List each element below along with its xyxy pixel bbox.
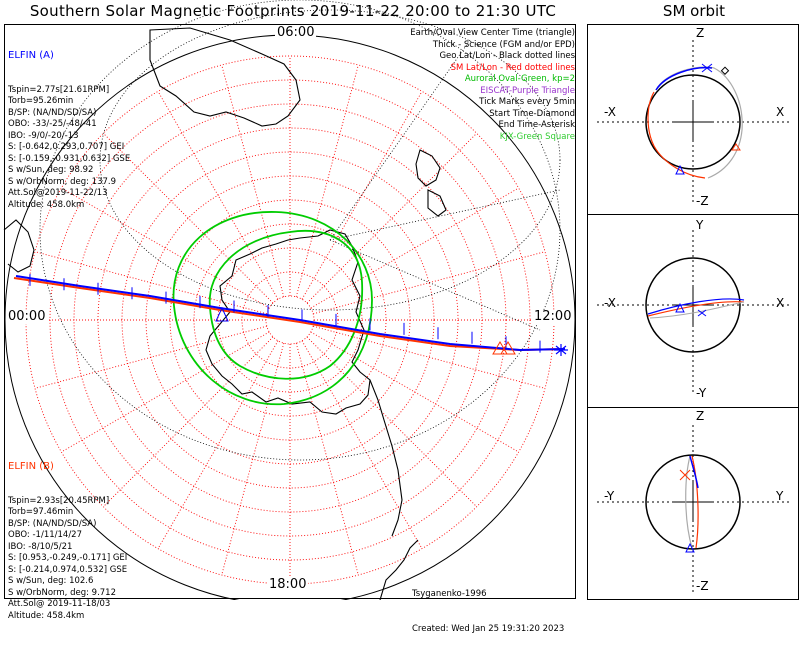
footer: Tsyganenko-1996 Created: Wed Jan 25 19:3… (412, 566, 564, 658)
sm2-bottom-label: -Y (696, 386, 707, 400)
probe-a-info-line: Altitude: 458.0km (8, 199, 85, 210)
mlt-label-left: 00:00 (6, 309, 48, 324)
probe-b-info-line: S w/Sun, deg: 102.6 (8, 576, 94, 586)
legend-entry: Earth/Oval View Center Time (triangle) (410, 28, 575, 38)
probe-b-info-line: S: [-0.214,0.974,0.532] GSE (8, 564, 128, 575)
probe-b-info-line: Torb=97.46min (8, 507, 74, 517)
probe-b-info-line: Tspin=2.93s[20.45RPM] (8, 495, 110, 506)
probe-a-info-line: Tspin=2.77s[21.61RPM] (8, 84, 110, 95)
mlt-label-top: 06:00 (275, 25, 317, 40)
sm3-bottom-label: -Z (696, 579, 709, 593)
sm1-bottom-label: -Z (696, 194, 709, 208)
probe-a-info-line: S w/OrbNorm, deg: 137.9 (8, 176, 117, 187)
probe-a-info-line: S: [-0.159,-0.931,0.632] GSE (8, 153, 131, 164)
probe-a-info-line: B/SP: (NA/ND/SD/SA) (8, 107, 97, 118)
probe-b-info-line: Altitude: 458.4km (8, 610, 85, 621)
legend-entry: EISCAT-Purple Triangle (480, 85, 575, 96)
model-label: Tsyganenko-1996 (412, 589, 487, 599)
created-label: Created: Wed Jan 25 19:31:20 2023 (412, 623, 565, 634)
page-title: Southern Solar Magnetic Footprints 2019-… (29, 2, 557, 20)
legend-entry: Tick Marks every 5min (479, 97, 575, 107)
probe-a-lines: Tspin=2.77s[21.61RPM] Torb=95.26min B/SP: … (8, 85, 130, 212)
sm2-top-label: Y (696, 218, 704, 232)
sm3-right-label: Y (776, 489, 784, 503)
elfin-b-start-triangle-2 (492, 341, 508, 355)
sm-panel-xy (597, 230, 790, 392)
geo-grid (39, 0, 561, 461)
sm-longitude-lines (26, 56, 554, 584)
sm-longitude-line (157, 340, 279, 549)
probe-b-info-line: OBO: -1/11/14/27 (8, 530, 82, 540)
sm1-left-label: -X (604, 105, 616, 119)
sm-longitude-line (103, 336, 274, 507)
sm-longitude-line (313, 325, 546, 389)
sm-longitude-line (301, 340, 423, 549)
legend-entry: Start Time-Diamond (489, 108, 575, 119)
map-frame (4, 24, 576, 599)
sm1-top-label: Z (696, 26, 705, 40)
sm-longitude-line (61, 187, 270, 309)
mlt-label-bottom: 18:00 (267, 577, 309, 592)
elfin-b-start-triangle (500, 341, 516, 355)
probe-a-info-line: OBO: -33/-25/-48/-41 (8, 119, 97, 129)
sm-longitude-line (301, 91, 423, 300)
legend-entry: Auroral Oval-Green, kp=2 (464, 74, 575, 84)
probe-a-name: ELFIN (A) (8, 50, 54, 61)
probe-a-info: ELFIN (A) Tspin=2.77s[21.61RPM] Torb=95.2… (8, 27, 130, 234)
sm-longitude-line (157, 91, 279, 300)
sm-longitude-line (313, 251, 546, 315)
probe-a-info-line: IBO: -9/0/-20/-13 (8, 130, 79, 141)
probe-a-info-line: Att.Sol@2019-11-22/13 (8, 188, 108, 198)
sm-panel-yz (597, 425, 790, 592)
sm1-right-label: X (776, 105, 785, 119)
antarctica-coastline (205, 229, 371, 415)
probe-a-info-line: S: [-0.642,0.293,0.707] GEI (8, 142, 125, 152)
south-america-coastline (379, 539, 419, 600)
sm-longitude-line (34, 251, 267, 315)
probe-b-info-line: S: [0.953,-0.249,-0.171] GEI (8, 553, 128, 563)
probe-b-info: ELFIN (B) Tspin=2.93s[20.45RPM] Torb=97.4… (8, 438, 127, 645)
probe-b-lines: Tspin=2.93s[20.45RPM] Torb=97.46min B/SP: … (8, 496, 127, 623)
probe-a-info-line: Torb=95.26min (8, 96, 74, 106)
sm-longitude-line (306, 336, 477, 507)
sm-longitude-line (103, 133, 274, 304)
sm3-left-label: -Y (604, 489, 615, 503)
sm-longitude-line (310, 187, 519, 309)
sm3-top-label: Z (696, 409, 705, 423)
sm-longitude-line (306, 133, 477, 304)
legend-entry: End Time-Asterisk (498, 120, 575, 130)
sm-longitude-line (61, 331, 270, 453)
sm-longitude-line (34, 325, 267, 389)
probe-a-info-line: S w/Sun, deg: 98.92 (8, 165, 94, 175)
legend-entry: Geo Lat/Lon - Black dotted lines (439, 51, 575, 61)
elfin-footprint-plot: Southern Solar Magnetic Footprints 2019-… (3, 0, 799, 634)
antarctic-peninsula (369, 379, 403, 537)
legend: Earth/Oval View Center Time (triangle) Th… (410, 28, 575, 143)
africa-coastline (3, 219, 35, 273)
sm-longitude-line (221, 343, 285, 576)
track-tick-marks (29, 273, 541, 353)
legend-entry: KJX-Green Square (499, 131, 575, 142)
probe-b-info-line: S w/OrbNorm, deg: 9.712 (8, 587, 117, 598)
sm-panel-xz (597, 40, 790, 204)
legend-entry: SM Lat/Lon - Red dotted lines (450, 62, 575, 73)
probe-b-name: ELFIN (B) (8, 461, 54, 472)
probe-b-info-line: B/SP: (NA/ND/SD/SA) (8, 518, 97, 529)
sm-longitude-line (295, 64, 359, 297)
sm2-left-label: -X (604, 296, 616, 310)
new-zealand-coastline (415, 149, 447, 217)
sm-longitude-line (221, 64, 285, 297)
probe-b-info-line: Att.Sol@ 2019-11-18/03 (8, 599, 111, 609)
view-center-triangle (215, 306, 229, 322)
legend-entry: Thick - Science (FGM and/or EPD) (432, 39, 575, 50)
sm2-right-label: X (776, 296, 785, 310)
sm-orbit-title: SM orbit (662, 2, 726, 20)
auroral-oval (172, 211, 373, 406)
end-time-asterisk (554, 344, 568, 356)
mlt-label-right: 12:00 (532, 309, 574, 324)
sm-longitude-line (310, 331, 519, 453)
probe-b-info-line: IBO: -8/10/5/21 (8, 541, 73, 552)
australia-coastline (149, 27, 301, 127)
